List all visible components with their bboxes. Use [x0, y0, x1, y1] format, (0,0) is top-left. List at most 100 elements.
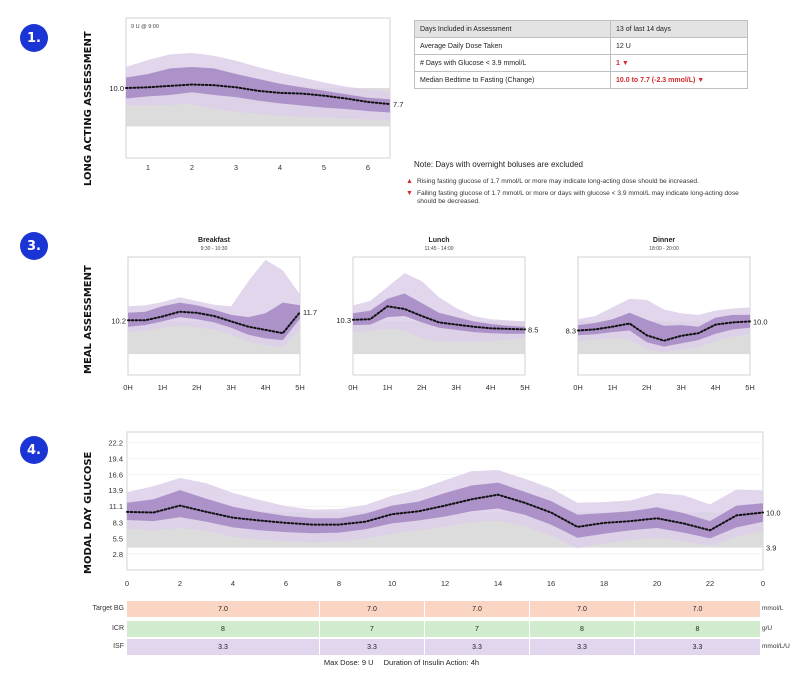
meal-title: Dinner	[653, 237, 675, 244]
median-line	[577, 320, 751, 342]
x-tick-label: 3	[234, 163, 238, 172]
y-tick-label: 11.1	[109, 502, 123, 511]
y-tick-label: 22.2	[108, 438, 123, 447]
x-tick-label: 0H	[348, 383, 358, 392]
lunch-chart: 0H 1H 2H 3H 4H 5H 10.3 8.5 Lunch 11:45 - 14:00	[336, 237, 538, 392]
assessment-row-value: 1 ▼	[610, 54, 748, 72]
schedule-unit: mmol/L/U	[762, 643, 790, 650]
x-tick-label: 4	[231, 579, 235, 588]
assessment-row-label: Median Bedtime to Fasting (Change)	[414, 71, 611, 89]
x-tick-label: 2	[178, 579, 182, 588]
meal-title: Breakfast	[198, 237, 231, 244]
y-tick-label: 13.9	[108, 486, 123, 495]
schedule-row-label: ICR	[111, 625, 124, 632]
percentile-25-75-band	[128, 302, 300, 341]
x-tick-label: 3H	[451, 383, 461, 392]
schedule-cell: 7	[425, 621, 529, 637]
end-value-label: 10.0	[766, 509, 781, 518]
section-4-badge: 4.	[20, 436, 48, 464]
meal-title: Lunch	[429, 237, 450, 244]
schedule-cell: 3.3	[635, 639, 760, 655]
median-line	[352, 305, 526, 331]
x-tick-label: 5H	[520, 383, 530, 392]
end-value-label: 11.7	[303, 308, 317, 317]
schedule-cell: 8	[127, 621, 319, 637]
rising-note: ▲ Rising fasting glucose of 1.7 mmol/L or…	[406, 178, 756, 186]
x-tick-label: 3H	[676, 383, 686, 392]
x-tick-label: 1H	[158, 383, 168, 392]
percentile-25-75-band	[126, 67, 390, 113]
long-acting-assessment-label: LONG ACTING ASSESSMENT	[83, 31, 94, 186]
assessment-row: Average Daily Dose Taken 12 U	[414, 37, 748, 55]
x-tick-label: 4H	[261, 383, 271, 392]
triangle-down-icon: ▼	[406, 190, 413, 197]
schedule-footer: Max Dose: 9 U Duration of Insulin Action…	[0, 658, 803, 667]
schedule-row-label: ISF	[113, 643, 124, 650]
modal-day-glucose-label: MODAL DAY GLUCOSE	[83, 451, 94, 574]
start-value-label: 10.3	[336, 316, 351, 325]
x-tick-label: 6	[366, 163, 370, 172]
dose-annotation: 9 U @ 9:00	[131, 24, 159, 30]
x-tick-label: 1H	[383, 383, 393, 392]
x-tick-label: 5H	[295, 383, 305, 392]
assessment-header-row: Days Included in Assessment 13 of last 1…	[414, 20, 748, 38]
breakfast-chart: 0H 1H 2H 3H 4H 5H 10.2 11.7 Breakfast 9:30 - 10:3…	[111, 237, 317, 392]
x-tick-label: 5H	[745, 383, 755, 392]
x-tick-label: 0H	[573, 383, 583, 392]
y-tick-label: 16.6	[108, 471, 123, 480]
triangle-up-icon: ▲	[406, 178, 413, 185]
x-tick-label: 3H	[226, 383, 236, 392]
x-tick-label: 1	[146, 163, 150, 172]
end-value-label: 7.7	[393, 100, 403, 109]
x-tick-label: 16	[547, 579, 555, 588]
y-tick-label: 8.3	[113, 518, 123, 527]
schedule-cell: 7.0	[425, 601, 529, 617]
assessment-row-value: 12 U	[610, 37, 748, 55]
start-value-label: 10.0	[109, 84, 124, 93]
x-tick-label: 2H	[192, 383, 202, 392]
schedule-cell: 7.0	[635, 601, 760, 617]
x-tick-label: 6	[284, 579, 288, 588]
low-threshold-label: 3.9	[766, 544, 776, 553]
end-value-label: 8.5	[528, 325, 538, 334]
y-tick-label: 5.5	[113, 534, 123, 543]
x-tick-label: 14	[494, 579, 502, 588]
schedule-cell: 7	[320, 621, 424, 637]
start-value-label: 10.2	[111, 316, 126, 325]
x-tick-label: 1H	[608, 383, 618, 392]
long-acting-chart: 1 2 3 4 5 6 10.0 7.7 9 U @ 9:00	[109, 17, 403, 172]
x-tick-label: 5	[322, 163, 326, 172]
x-tick-label: 22	[706, 579, 714, 588]
schedule-cell: 8	[635, 621, 760, 637]
assessment-row: Median Bedtime to Fasting (Change) 10.0 …	[414, 71, 748, 89]
meal-assessment-label: MEAL ASSESSMENT	[83, 265, 94, 374]
x-tick-label: 10	[388, 579, 396, 588]
schedule-cell: 3.3	[127, 639, 319, 655]
meal-time-range: 18:00 - 20:00	[649, 246, 679, 252]
section-1-badge: 1.	[20, 24, 48, 52]
x-tick-label: 4	[278, 163, 282, 172]
schedule-unit: g/U	[762, 625, 773, 632]
assessment-row-label: Average Daily Dose Taken	[414, 37, 611, 55]
schedule-cell: 7.0	[320, 601, 424, 617]
meal-time-range: 9:30 - 10:30	[201, 246, 228, 252]
end-value-label: 10.0	[753, 317, 768, 326]
insulin-duration-text: Duration of Insulin Action: 4h	[383, 658, 480, 667]
y-tick-label: 19.4	[108, 454, 123, 463]
x-tick-label: 18	[600, 579, 608, 588]
percentile-25-75-band	[353, 293, 525, 334]
assessment-table: Days Included in Assessment 13 of last 1…	[414, 20, 748, 89]
x-tick-label: 2H	[417, 383, 427, 392]
schedule-unit: mmol/L	[762, 605, 784, 612]
percentile-10-90-band	[578, 298, 750, 353]
x-tick-label: 4H	[486, 383, 496, 392]
dinner-chart: 0H 1H 2H 3H 4H 5H 8.3 10.0 Dinner 18:00 - 20:00	[566, 237, 768, 392]
x-tick-label: 0H	[123, 383, 133, 392]
y-tick-label: 2.8	[113, 550, 123, 559]
percentile-25-75-band	[127, 482, 763, 539]
median-line	[125, 83, 391, 106]
assessment-row: # Days with Glucose < 3.9 mmol/L 1 ▼	[414, 54, 748, 72]
rising-note-text: Rising fasting glucose of 1.7 mmol/L or …	[416, 178, 699, 185]
schedule-row-label: Target BG	[92, 605, 124, 612]
assessment-header-value: 13 of last 14 days	[610, 20, 748, 38]
